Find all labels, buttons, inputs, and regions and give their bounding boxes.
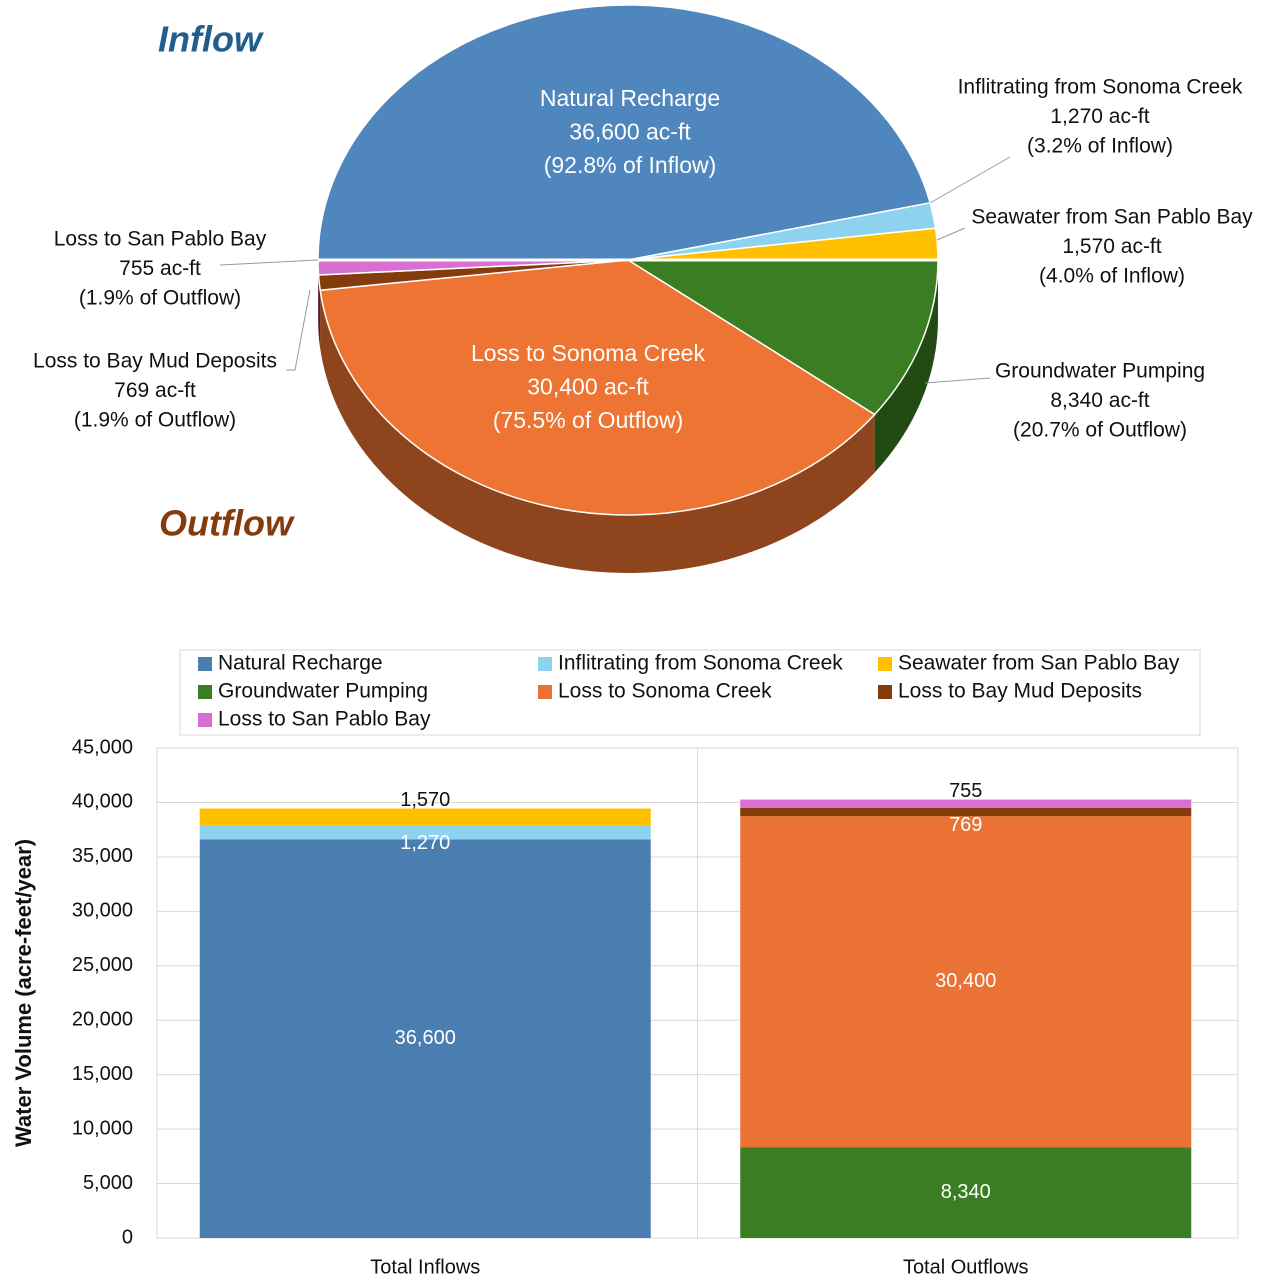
- slice-label: Loss to Sonoma Creek: [471, 340, 705, 366]
- group-title: Inflow: [158, 19, 264, 60]
- slice-side: [320, 290, 875, 574]
- y-tick-label: 15,000: [72, 1063, 133, 1085]
- legend-swatch: [198, 685, 212, 699]
- data-label: 1,570: [400, 789, 450, 811]
- y-tick-label: 35,000: [72, 845, 133, 867]
- slice-label: Loss to San Pablo Bay: [54, 228, 267, 251]
- slice-label: (20.7% of Outflow): [1013, 419, 1187, 442]
- leader-line: [286, 289, 311, 371]
- slice-label: Seawater from San Pablo Bay: [971, 206, 1253, 229]
- y-axis-title: Water Volume (acre-feet/year): [11, 839, 36, 1147]
- legend-swatch: [538, 657, 552, 671]
- y-tick-label: 10,000: [72, 1117, 133, 1139]
- legend-box: [179, 649, 1201, 736]
- slice-label: 36,600 ac-ft: [569, 119, 691, 145]
- slice-side: [874, 260, 938, 473]
- legend-label: Loss to San Pablo Bay: [218, 708, 431, 731]
- slice-label: Loss to Bay Mud Deposits: [33, 350, 277, 373]
- legend-swatch: [198, 657, 212, 671]
- slice-label: 769 ac-ft: [114, 379, 196, 402]
- x-tick-label: Total Inflows: [370, 1256, 480, 1278]
- slice: [625, 259, 939, 416]
- slice-label: 1,570 ac-ft: [1062, 235, 1161, 258]
- legend-swatch: [198, 713, 212, 727]
- legend-swatch: [878, 685, 892, 699]
- y-tick-label: 30,000: [72, 900, 133, 922]
- data-label: 769: [949, 814, 982, 836]
- slice-label: 1,270 ac-ft: [1050, 105, 1149, 128]
- slice-label: Inflitrating from Sonoma Creek: [958, 76, 1243, 99]
- slice-shade: [874, 260, 938, 473]
- slice-label: 8,340 ac-ft: [1050, 389, 1149, 412]
- slice-label: 755 ac-ft: [119, 257, 201, 280]
- slice-shade: [318, 275, 321, 349]
- data-label: 755: [949, 780, 982, 802]
- slice-label: (3.2% of Inflow): [1027, 135, 1173, 158]
- slice-label: (75.5% of Outflow): [493, 407, 683, 433]
- data-label: 8,340: [941, 1181, 991, 1203]
- legend-swatch: [878, 657, 892, 671]
- slice-label: (1.9% of Outflow): [74, 409, 236, 432]
- bar-segment: [740, 807, 1192, 817]
- legend-label: Loss to Sonoma Creek: [558, 680, 772, 703]
- y-tick-label: 0: [122, 1226, 133, 1248]
- leader-line: [936, 227, 966, 241]
- legend-label: Inflitrating from Sonoma Creek: [558, 652, 843, 675]
- bar-segment: [199, 839, 651, 1238]
- data-label: 1,270: [400, 832, 450, 854]
- bar-segment: [199, 808, 651, 826]
- y-tick-label: 45,000: [72, 736, 133, 758]
- bar-segment: [199, 825, 651, 840]
- legend-label: Natural Recharge: [218, 652, 383, 675]
- slice-label: (4.0% of Inflow): [1039, 265, 1185, 288]
- slice-label: (1.9% of Outflow): [79, 287, 241, 310]
- data-label: 30,400: [935, 970, 996, 992]
- slice-shade: [320, 290, 875, 574]
- y-tick-label: 25,000: [72, 954, 133, 976]
- x-tick-label: Total Outflows: [903, 1256, 1029, 1278]
- leader-line: [219, 259, 319, 266]
- slice: [319, 259, 876, 516]
- legend-swatch: [538, 685, 552, 699]
- legend-label: Seawater from San Pablo Bay: [898, 652, 1180, 675]
- leader-line: [924, 377, 991, 384]
- legend-label: Groundwater Pumping: [218, 680, 428, 703]
- y-tick-label: 40,000: [72, 791, 133, 813]
- y-tick-label: 5,000: [83, 1172, 133, 1194]
- y-tick-label: 20,000: [72, 1009, 133, 1031]
- data-label: 36,600: [395, 1027, 456, 1049]
- slice-label: 30,400 ac-ft: [527, 374, 649, 400]
- bar-segment: [740, 799, 1192, 808]
- slice: [317, 4, 932, 261]
- slice-side: [318, 275, 321, 349]
- slice-label: Groundwater Pumping: [995, 360, 1205, 383]
- leader-line: [929, 156, 1011, 204]
- group-title: Outflow: [159, 503, 295, 544]
- bar-segment: [740, 816, 1192, 1148]
- legend-label: Loss to Bay Mud Deposits: [898, 680, 1142, 703]
- bar-segment: [740, 1147, 1192, 1238]
- slice-label: (92.8% of Inflow): [544, 152, 717, 178]
- slice-label: Natural Recharge: [540, 85, 720, 111]
